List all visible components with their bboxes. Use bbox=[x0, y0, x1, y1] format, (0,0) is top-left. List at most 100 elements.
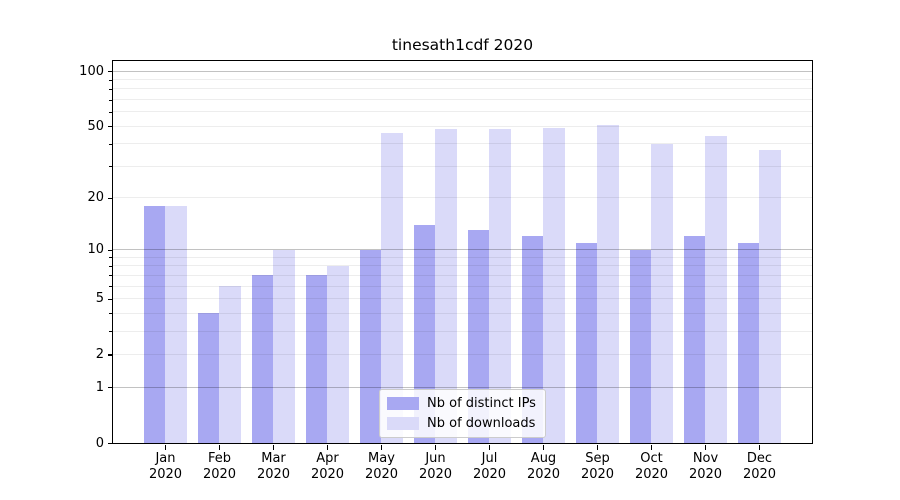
x-tick-label-jul: Jul 2020 bbox=[463, 451, 517, 482]
y-tick-100 bbox=[107, 71, 112, 73]
x-tick-label-nov: Nov 2020 bbox=[679, 451, 733, 482]
y-minor-tick-8 bbox=[109, 265, 112, 267]
y-minor-tick-3 bbox=[109, 331, 112, 333]
bar-downloads-oct bbox=[651, 143, 673, 443]
x-tick-nov bbox=[704, 445, 707, 450]
y-minor-tick-7 bbox=[109, 275, 112, 277]
y-minor-tick-20 bbox=[109, 197, 112, 199]
chart-title: tinesath1cdf 2020 bbox=[391, 36, 534, 54]
x-tick-label-year: 2020 bbox=[688, 466, 723, 482]
x-tick-label-year: 2020 bbox=[202, 466, 237, 482]
x-tick-label-year: 2020 bbox=[310, 466, 345, 482]
x-tick-label-year: 2020 bbox=[256, 466, 291, 482]
x-tick-label-month: Jun bbox=[425, 451, 446, 466]
y-tick-1 bbox=[107, 387, 112, 389]
x-tick-label-month: Sep bbox=[585, 451, 610, 466]
x-tick-jul bbox=[488, 445, 491, 450]
x-tick-label-mar: Mar 2020 bbox=[247, 451, 301, 482]
y-tick-label-1: 1 bbox=[95, 379, 104, 395]
gridline-y-60 bbox=[113, 111, 812, 113]
x-tick-label-year: 2020 bbox=[418, 466, 453, 482]
y-minor-tick-5 bbox=[109, 298, 112, 300]
y-tick-label-2: 2 bbox=[95, 346, 104, 362]
y-minor-tick-4 bbox=[109, 313, 112, 315]
y-minor-tick-80 bbox=[109, 88, 112, 90]
bar-downloads-may bbox=[381, 132, 403, 443]
bar-distinct-ips-apr bbox=[305, 275, 327, 443]
y-minor-tick-9 bbox=[109, 257, 112, 259]
x-tick-feb bbox=[218, 445, 221, 450]
y-minor-tick-50 bbox=[109, 126, 112, 128]
x-tick-oct bbox=[650, 445, 653, 450]
legend-label-downloads: Nb of downloads bbox=[427, 416, 536, 431]
gridline-y-100 bbox=[113, 70, 812, 72]
x-tick-label-year: 2020 bbox=[364, 466, 399, 482]
bar-distinct-ips-may bbox=[359, 249, 381, 443]
gridline-y-50 bbox=[113, 125, 812, 127]
y-minor-tick-60 bbox=[109, 111, 112, 113]
bar-distinct-ips-oct bbox=[629, 249, 651, 443]
x-tick-label-month: Mar bbox=[261, 451, 286, 466]
x-tick-label-year: 2020 bbox=[634, 466, 669, 482]
x-tick-label-oct: Oct 2020 bbox=[625, 451, 679, 482]
x-tick-label-month: May bbox=[368, 451, 395, 466]
y-tick-10 bbox=[107, 249, 112, 251]
bar-downloads-apr bbox=[327, 265, 349, 443]
x-tick-label-jun: Jun 2020 bbox=[409, 451, 463, 482]
y-tick-0 bbox=[107, 442, 112, 445]
x-tick-may bbox=[380, 445, 383, 450]
y-minor-tick-40 bbox=[109, 143, 112, 145]
x-tick-label-dec: Dec 2020 bbox=[733, 451, 787, 482]
y-tick-label-0: 0 bbox=[95, 435, 104, 451]
bar-distinct-ips-jan bbox=[143, 205, 165, 443]
x-tick-dec bbox=[758, 445, 761, 450]
bar-distinct-ips-nov bbox=[683, 236, 705, 443]
x-tick-label-sep: Sep 2020 bbox=[571, 451, 625, 482]
x-tick-label-month: Nov bbox=[692, 451, 719, 466]
x-tick-label-jan: Jan 2020 bbox=[139, 451, 193, 482]
x-tick-label-year: 2020 bbox=[526, 466, 561, 482]
legend-item-distinct-ips: Nb of distinct IPs bbox=[387, 396, 536, 411]
y-minor-tick-2 bbox=[109, 354, 112, 356]
bar-downloads-jul bbox=[489, 129, 511, 443]
x-tick-label-month: Feb bbox=[207, 451, 232, 466]
bar-distinct-ips-jun bbox=[413, 224, 435, 443]
legend-swatch-distinct-ips bbox=[387, 397, 419, 410]
x-tick-sep bbox=[596, 445, 599, 450]
bar-distinct-ips-dec bbox=[737, 242, 759, 443]
x-tick-label-month: Jan bbox=[155, 451, 176, 466]
x-tick-mar bbox=[272, 445, 275, 450]
y-tick-label-100: 100 bbox=[79, 63, 104, 79]
x-tick-label-month: Dec bbox=[746, 451, 773, 466]
bar-downloads-nov bbox=[705, 136, 727, 443]
x-tick-aug bbox=[542, 445, 545, 450]
bar-distinct-ips-feb bbox=[197, 313, 219, 443]
gridline-y-80 bbox=[113, 88, 812, 90]
y-minor-tick-6 bbox=[109, 286, 112, 288]
y-tick-label-50: 50 bbox=[87, 118, 104, 134]
x-tick-label-year: 2020 bbox=[148, 466, 183, 482]
bar-downloads-jun bbox=[435, 129, 457, 443]
y-minor-tick-70 bbox=[109, 99, 112, 101]
plot-area bbox=[112, 60, 813, 444]
legend-swatch-downloads bbox=[387, 417, 419, 430]
legend: Nb of distinct IPs Nb of downloads bbox=[379, 389, 546, 438]
x-tick-label-apr: Apr 2020 bbox=[301, 451, 355, 482]
y-tick-label-10: 10 bbox=[87, 242, 104, 258]
x-tick-label-month: Aug bbox=[530, 451, 557, 466]
x-tick-label-aug: Aug 2020 bbox=[517, 451, 571, 482]
x-tick-label-month: Jul bbox=[481, 451, 498, 466]
bar-downloads-sep bbox=[597, 124, 619, 443]
bar-distinct-ips-mar bbox=[251, 275, 273, 443]
bar-distinct-ips-sep bbox=[575, 242, 597, 443]
x-tick-jan bbox=[164, 445, 167, 450]
y-minor-tick-90 bbox=[109, 79, 112, 81]
bar-downloads-mar bbox=[273, 249, 295, 443]
x-tick-jun bbox=[434, 445, 437, 450]
bar-downloads-feb bbox=[219, 286, 241, 443]
x-tick-label-month: Apr bbox=[316, 451, 339, 466]
legend-item-downloads: Nb of downloads bbox=[387, 416, 536, 431]
bar-downloads-jan bbox=[165, 205, 187, 443]
x-tick-label-year: 2020 bbox=[742, 466, 777, 482]
